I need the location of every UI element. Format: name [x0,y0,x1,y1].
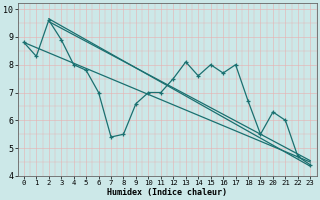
X-axis label: Humidex (Indice chaleur): Humidex (Indice chaleur) [107,188,227,197]
